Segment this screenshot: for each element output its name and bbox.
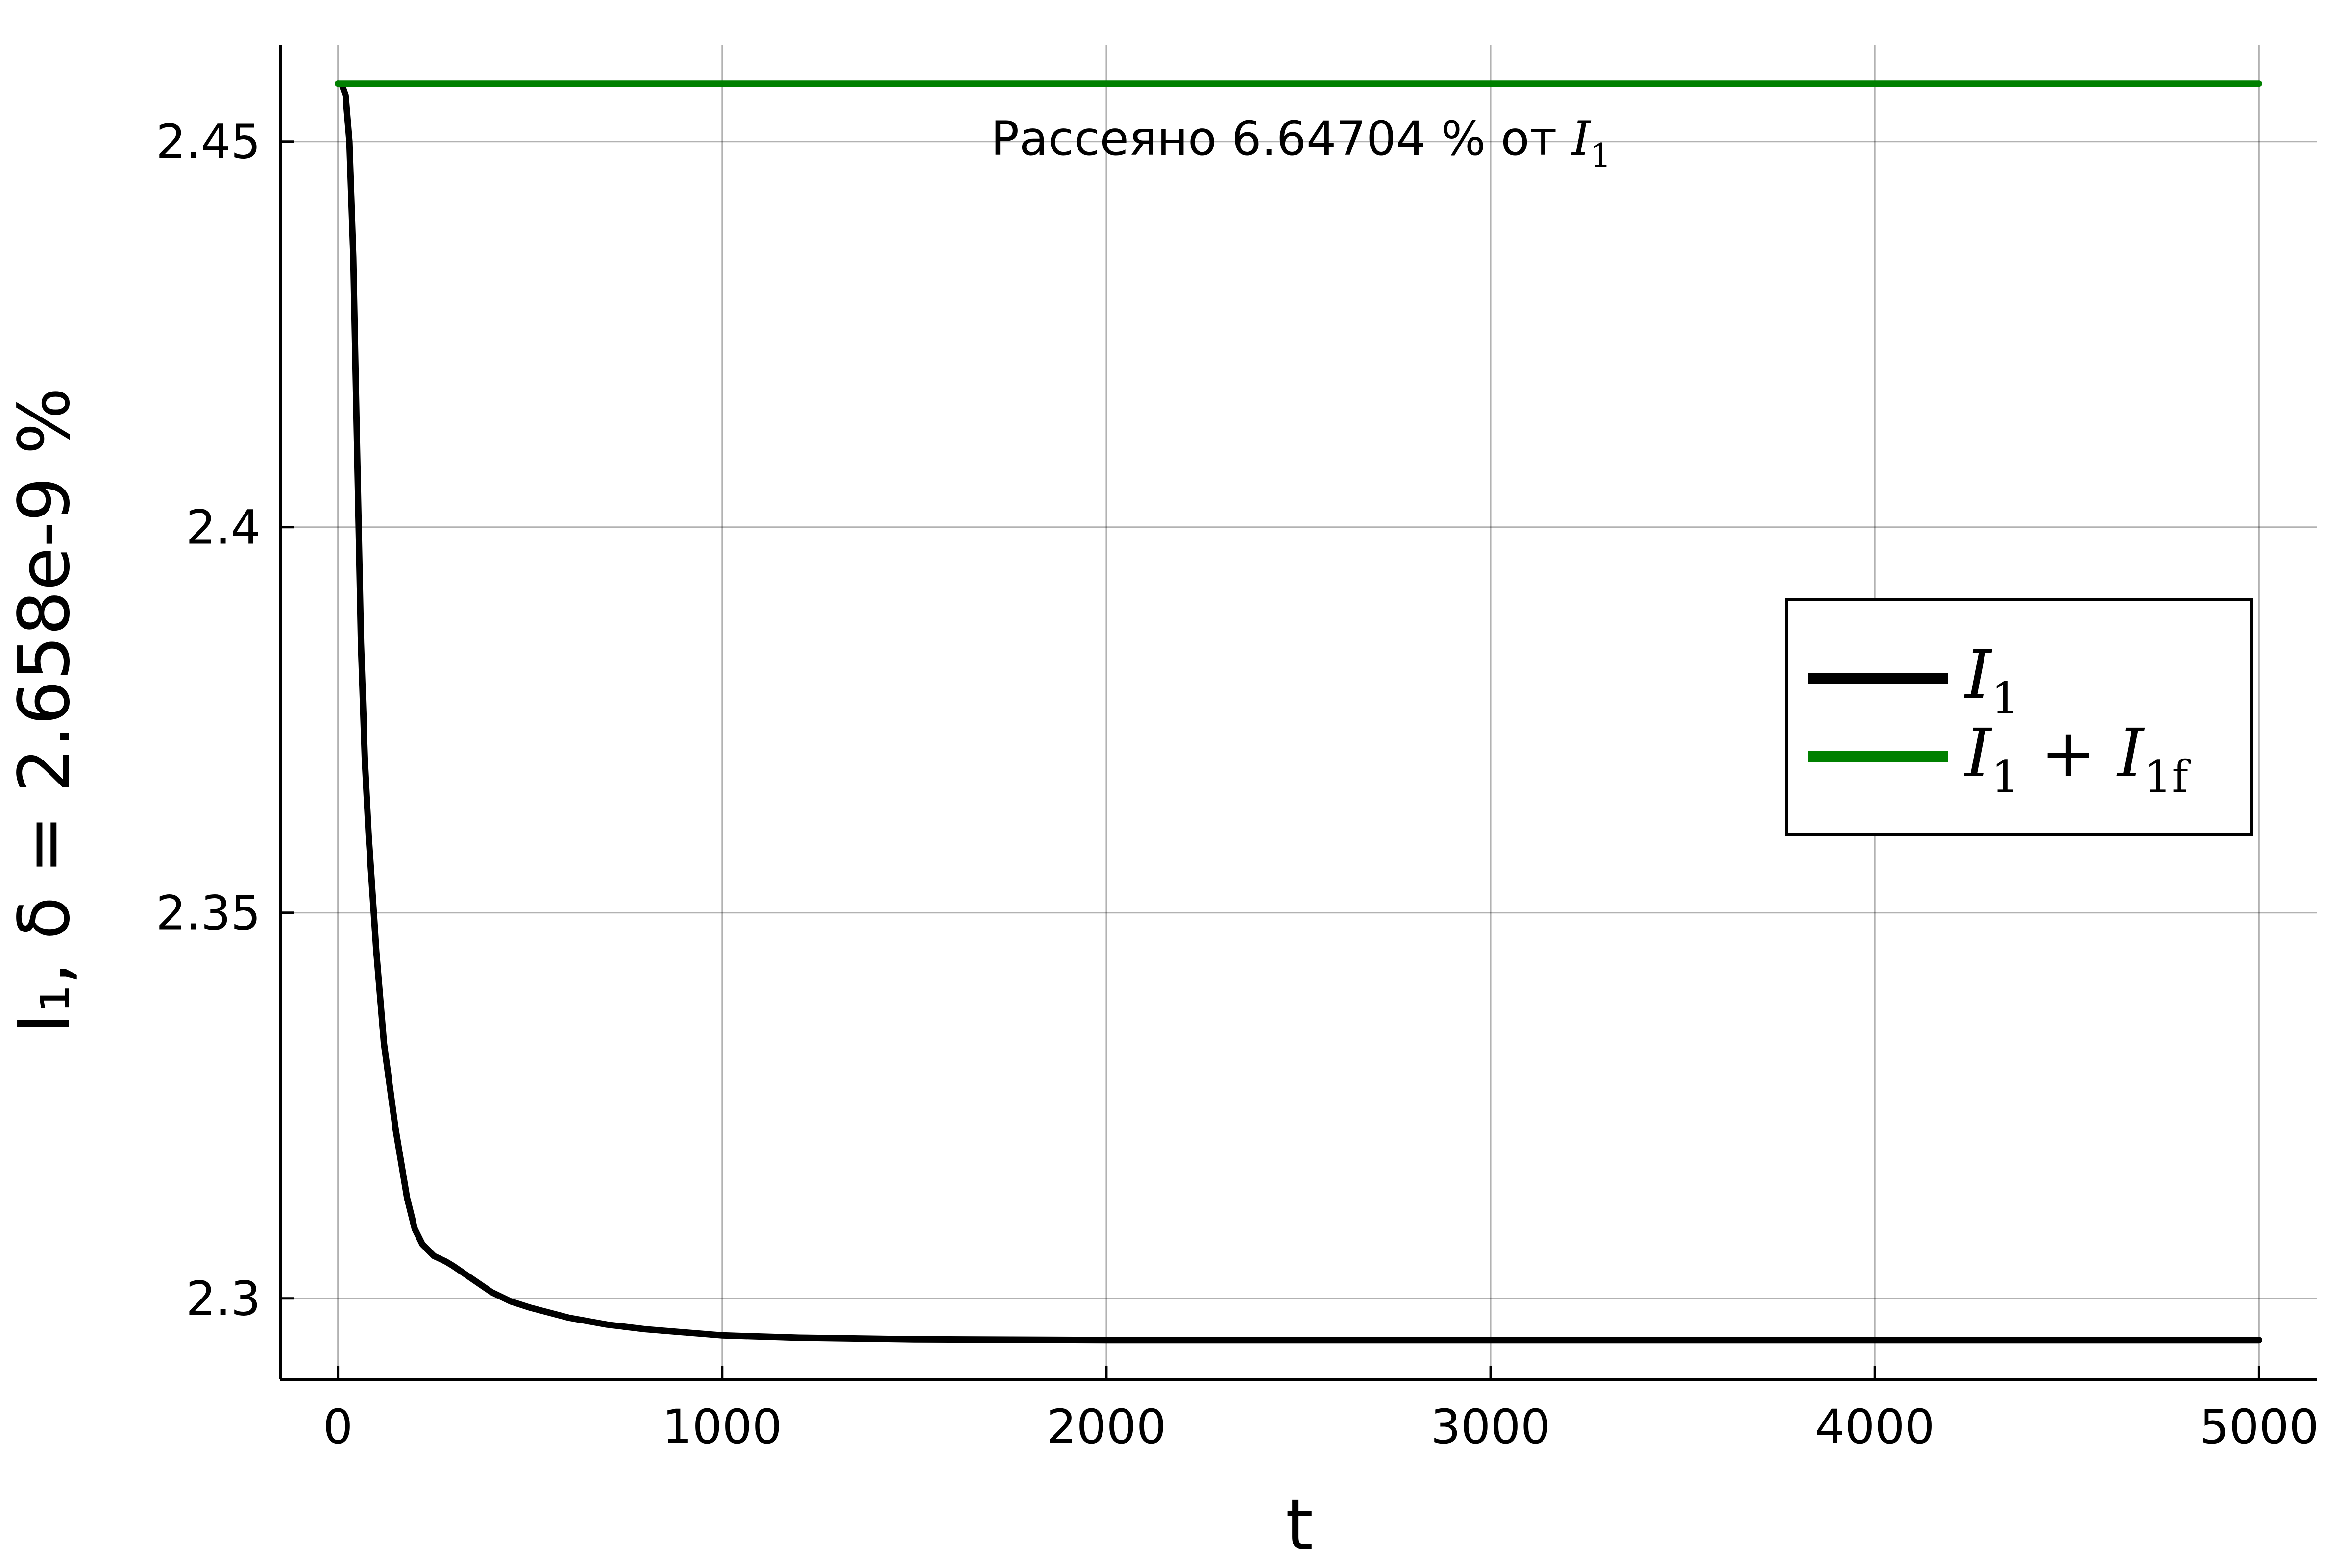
x-tick-label: 4000 [1815,1399,1935,1454]
x-tick-label: 3000 [1431,1399,1550,1454]
x-axis-title: t [1286,1484,1313,1566]
x-tick-label: 2000 [1047,1399,1166,1454]
x-tick-label: 0 [323,1399,353,1454]
x-tick-label: 1000 [662,1399,782,1454]
x-tick-label: 5000 [2199,1399,2319,1454]
annotation-text: Рассеяно 6.64704 % от I1 [991,111,1611,174]
y-tick-label: 2.35 [156,886,261,941]
annotation-math-sub: 1 [1591,137,1611,174]
annotation-prefix: Рассеяно 6.64704 % от [991,111,1572,166]
legend-label-i1-plus-i1f: I1 + I1f [1963,715,2191,803]
series-layer [335,80,2262,1344]
y-axis-title: I₁, δ = 2.658e-9 % [3,387,85,1033]
tick-labels: 0 1000 2000 3000 4000 5000 2.3 2.35 2.4 2.45 [156,115,2319,1454]
axes [279,45,2317,1381]
y-tick-label: 2.3 [186,1272,261,1326]
legend-label-i1: I1 [1963,637,2019,724]
annotation-math: I [1571,111,1592,166]
y-tick-label: 2.45 [156,115,261,170]
legend-box [1785,598,2253,836]
y-tick-label: 2.4 [186,500,261,555]
legend: I1 I1 + I1f [1785,598,2253,836]
series-line-i1 [335,80,2262,1344]
